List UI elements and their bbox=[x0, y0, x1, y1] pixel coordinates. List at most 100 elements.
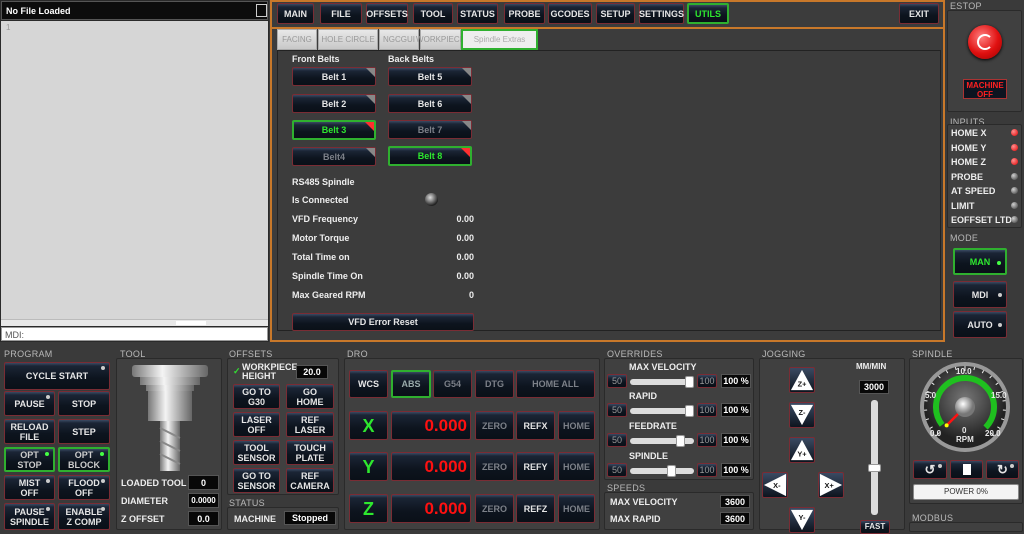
mode-man-button[interactable]: MAN bbox=[953, 248, 1007, 275]
belt-3-button[interactable]: Belt 3 bbox=[292, 120, 376, 140]
home-x-button[interactable]: HOME bbox=[558, 411, 595, 440]
override-spindle-min-button[interactable]: 50 bbox=[607, 463, 627, 477]
tab-tool[interactable]: TOOL bbox=[413, 3, 453, 24]
laser-off-button[interactable]: LASER OFF bbox=[233, 412, 280, 437]
jog-z-minus-button[interactable]: Z- bbox=[789, 402, 815, 428]
subtab-facing[interactable]: FACING bbox=[277, 29, 317, 50]
vfd-error-reset-button[interactable]: VFD Error Reset bbox=[292, 313, 474, 331]
belt-6-button[interactable]: Belt 6 bbox=[388, 94, 472, 113]
ref-x-button[interactable]: REFX bbox=[516, 411, 555, 440]
home-z-led bbox=[1011, 158, 1018, 165]
belt-4-button[interactable]: Belt4 bbox=[292, 147, 376, 166]
override-max-velocity-slider[interactable] bbox=[630, 379, 694, 385]
stop-button[interactable]: STOP bbox=[58, 391, 110, 416]
jog-rate-slider-handle[interactable] bbox=[868, 464, 881, 472]
mdi-input[interactable]: MDI: bbox=[1, 327, 268, 341]
home-y-button[interactable]: HOME bbox=[558, 452, 595, 481]
wcs-button[interactable]: WCS bbox=[349, 370, 388, 398]
jog-x-minus-button[interactable]: X- bbox=[762, 472, 788, 498]
tab-gcodes[interactable]: GCODES bbox=[548, 3, 592, 24]
override-feedrate-slider-handle[interactable] bbox=[676, 435, 685, 447]
ref-camera-button[interactable]: REF CAMERA bbox=[286, 468, 334, 493]
spindle-stop-button[interactable] bbox=[950, 460, 983, 479]
opt-block-button[interactable]: OPT BLOCK bbox=[58, 447, 110, 472]
go-home-button[interactable]: GO HOME bbox=[286, 384, 334, 409]
axis-y-button[interactable]: Y bbox=[349, 452, 388, 481]
tab-offsets[interactable]: OFFSETS bbox=[366, 3, 408, 24]
enable-z-comp-button[interactable]: ENABLE Z COMP bbox=[58, 503, 110, 530]
jog-rate-slider[interactable] bbox=[871, 400, 878, 515]
cycle-start-button[interactable]: CYCLE START bbox=[4, 362, 110, 390]
belt-5-button[interactable]: Belt 5 bbox=[388, 67, 472, 86]
override-spindle-max-button[interactable]: 100 bbox=[697, 463, 717, 477]
tab-settings[interactable]: SETTINGS bbox=[639, 3, 684, 24]
belt-2-button[interactable]: Belt 2 bbox=[292, 94, 376, 113]
ref-z-button[interactable]: REFZ bbox=[516, 494, 555, 523]
spindle-forward-button[interactable]: ↻ bbox=[986, 460, 1019, 479]
jog-x-plus-button[interactable]: X+ bbox=[818, 472, 844, 498]
touch-plate-button[interactable]: TOUCH PLATE bbox=[286, 440, 334, 465]
jog-y-plus-button[interactable]: Y+ bbox=[789, 437, 815, 463]
pause-spindle-button[interactable]: PAUSE SPINDLE bbox=[4, 503, 55, 530]
mode-mdi-button[interactable]: MDI bbox=[953, 281, 1007, 308]
belt-7-button[interactable]: Belt 7 bbox=[388, 120, 472, 139]
override-feedrate-max-button[interactable]: 100 bbox=[697, 433, 717, 447]
override-spindle-slider[interactable] bbox=[630, 468, 694, 474]
override-feedrate-slider[interactable] bbox=[630, 438, 694, 444]
mode-auto-button[interactable]: AUTO bbox=[953, 311, 1007, 338]
override-max-velocity-max-button[interactable]: 100 bbox=[697, 374, 717, 388]
estop-button[interactable] bbox=[968, 25, 1002, 59]
subtab-hole-circle[interactable]: HOLE CIRCLE bbox=[318, 29, 378, 50]
tab-main[interactable]: MAIN bbox=[277, 3, 314, 24]
zero-z-button[interactable]: ZERO bbox=[475, 494, 514, 523]
workpiece-height-input[interactable]: 20.0 bbox=[296, 365, 328, 379]
exit-button[interactable]: EXIT bbox=[899, 3, 939, 24]
tool-sensor-button[interactable]: TOOL SENSOR bbox=[233, 440, 280, 465]
gcode-editor[interactable]: 1 bbox=[1, 21, 268, 319]
tab-utils[interactable]: UTILS bbox=[687, 3, 729, 24]
tab-setup[interactable]: SETUP bbox=[596, 3, 635, 24]
override-rapid-slider[interactable] bbox=[630, 408, 694, 414]
ref-y-button[interactable]: REFY bbox=[516, 452, 555, 481]
subtab-workpiece[interactable]: WORKPIECE bbox=[420, 29, 461, 50]
override-rapid-max-button[interactable]: 100 bbox=[697, 403, 717, 417]
tab-status[interactable]: STATUS bbox=[457, 3, 498, 24]
subtab-ngcgui[interactable]: NGCGUI bbox=[379, 29, 419, 50]
jog-fast-button[interactable]: FAST bbox=[860, 520, 890, 534]
dtg-button[interactable]: DTG bbox=[475, 370, 514, 398]
override-max-velocity-slider-handle[interactable] bbox=[685, 376, 694, 388]
spindle-reverse-button[interactable]: ↺ bbox=[913, 460, 947, 479]
home-z-button[interactable]: HOME bbox=[558, 494, 595, 523]
zero-y-button[interactable]: ZERO bbox=[475, 452, 514, 481]
axis-x-button[interactable]: X bbox=[349, 411, 388, 440]
flood-button[interactable]: FLOOD OFF bbox=[58, 475, 110, 500]
mist-button[interactable]: MIST OFF bbox=[4, 475, 55, 500]
go-to-g30-button[interactable]: GO TO G30 bbox=[233, 384, 280, 409]
jog-y-minus-button[interactable]: Y- bbox=[789, 507, 815, 533]
ref-laser-button[interactable]: REF LASER bbox=[286, 412, 334, 437]
g54-button[interactable]: G54 bbox=[433, 370, 472, 398]
zero-x-button[interactable]: ZERO bbox=[475, 411, 514, 440]
opt-stop-button[interactable]: OPT STOP bbox=[4, 447, 55, 472]
home-all-button[interactable]: HOME ALL bbox=[516, 370, 595, 398]
axis-z-button[interactable]: Z bbox=[349, 494, 388, 523]
belt-1-button[interactable]: Belt 1 bbox=[292, 67, 376, 86]
editor-scrollbar[interactable] bbox=[1, 319, 268, 326]
pause-button[interactable]: PAUSE bbox=[4, 391, 55, 416]
override-rapid-min-button[interactable]: 50 bbox=[607, 403, 627, 417]
subtab-spindle-extras[interactable]: Spindle Extras bbox=[461, 29, 538, 50]
override-rapid-slider-handle[interactable] bbox=[685, 405, 694, 417]
override-feedrate-min-button[interactable]: 50 bbox=[607, 433, 627, 447]
override-spindle-slider-handle[interactable] bbox=[667, 465, 676, 477]
jog-z-plus-button[interactable]: Z+ bbox=[789, 367, 815, 393]
tab-file[interactable]: FILE bbox=[320, 3, 362, 24]
belt-8-button[interactable]: Belt 8 bbox=[388, 146, 472, 166]
tab-probe[interactable]: PROBE bbox=[504, 3, 545, 24]
file-panel-toggle-button[interactable] bbox=[256, 4, 267, 17]
go-to-sensor-button[interactable]: GO TO SENSOR bbox=[233, 468, 280, 493]
reload-file-button[interactable]: RELOAD FILE bbox=[4, 419, 55, 444]
override-max-velocity-min-button[interactable]: 50 bbox=[607, 374, 627, 388]
abs-button[interactable]: ABS bbox=[391, 370, 431, 398]
step-button[interactable]: STEP bbox=[58, 419, 110, 444]
